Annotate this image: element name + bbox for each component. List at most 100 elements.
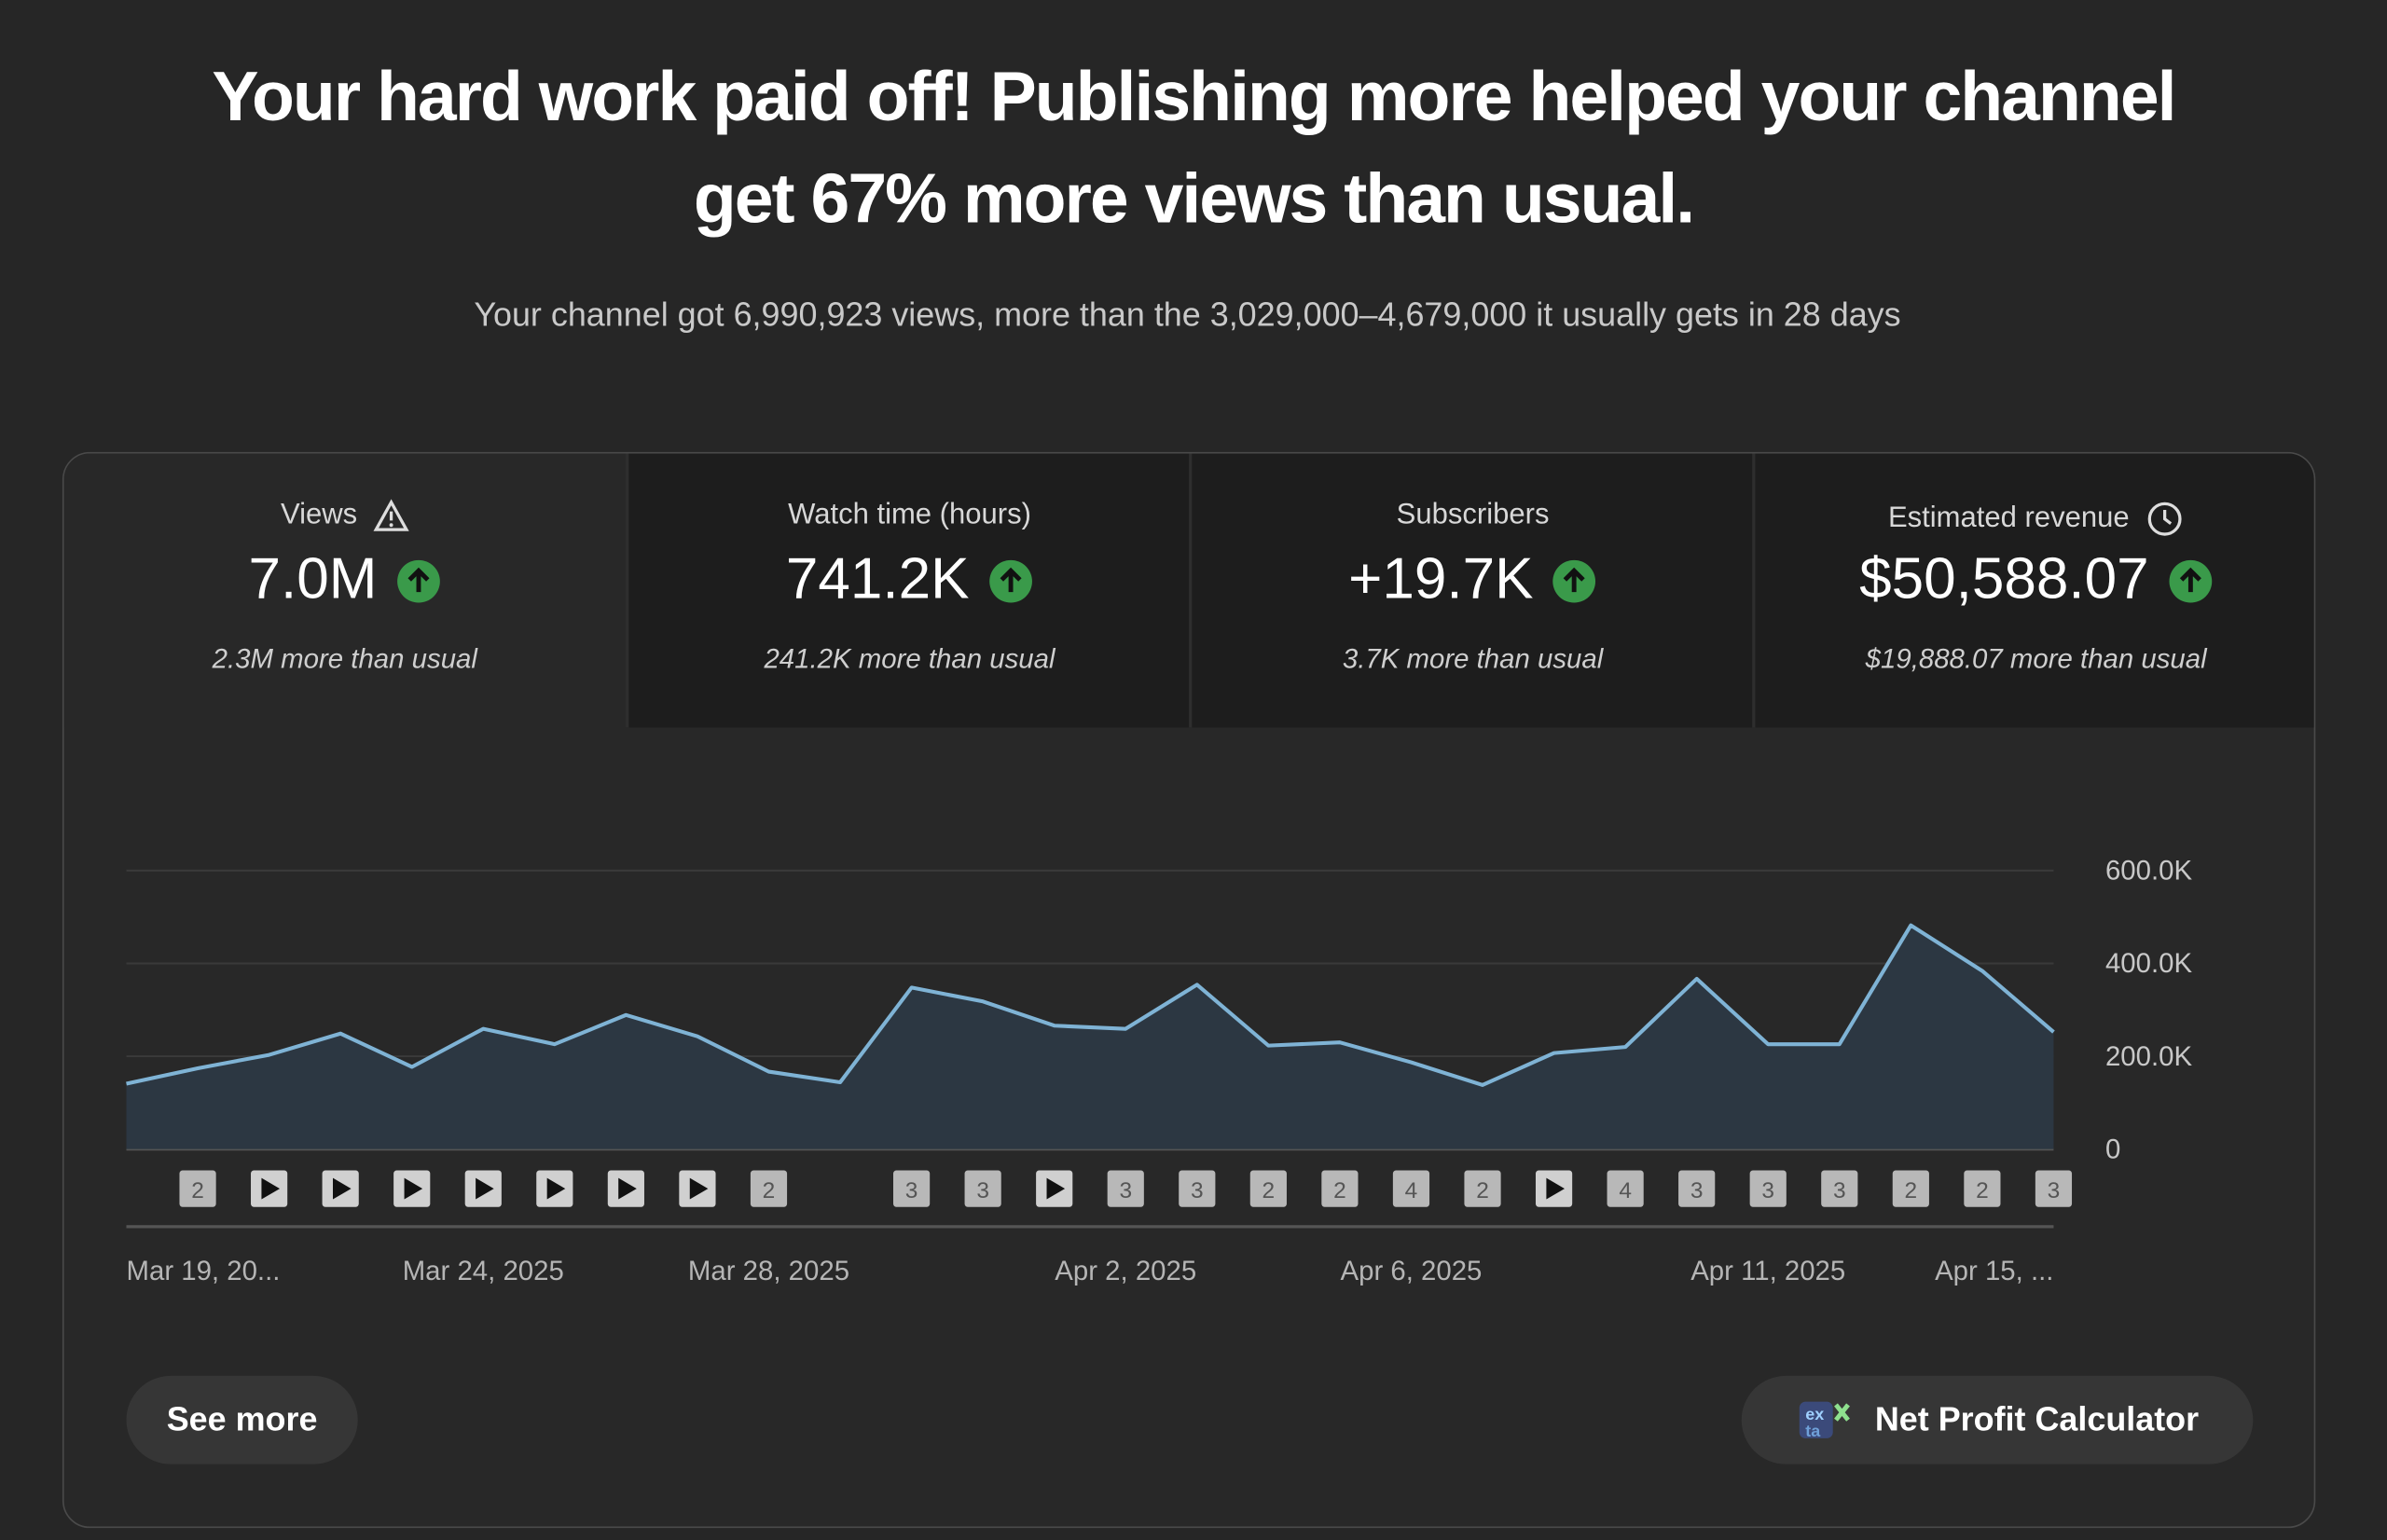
upload-count: 2 — [1905, 1178, 1918, 1203]
metric-label-row: Subscribers — [1192, 500, 1753, 533]
play-icon — [618, 1177, 637, 1200]
see-more-button[interactable]: See more — [126, 1375, 358, 1464]
metric-value-row: 741.2K — [628, 548, 1190, 613]
metric-label: Subscribers — [1396, 499, 1550, 531]
upload-marker — [1892, 1170, 1929, 1207]
upload-count: 4 — [1619, 1178, 1632, 1203]
y-tick-label: 200.0K — [2105, 1041, 2193, 1072]
metric-tab[interactable]: Subscribers +19.7K 3.7K more than usual — [1189, 453, 1754, 728]
x-tick-label: Apr 15, ... — [1935, 1256, 2053, 1286]
y-tick-label: 400.0K — [2105, 948, 2193, 979]
metric-label: Watch time (hours) — [788, 499, 1031, 531]
upload-marker — [1749, 1170, 1787, 1207]
upload-marker — [1107, 1170, 1144, 1207]
calculator-button[interactable]: ex ta Net Profit Calculator — [1741, 1375, 2254, 1464]
metric-value-row: $50,588.07 — [1755, 547, 2313, 613]
play-icon — [404, 1177, 423, 1200]
x-tick-label: Apr 11, 2025 — [1690, 1256, 1845, 1286]
clock-icon — [2147, 502, 2182, 536]
upload-marker — [1964, 1170, 2001, 1207]
up-icon — [988, 558, 1032, 602]
metric-tab[interactable]: Estimated revenue $50,588.07 $19,888.07 … — [1752, 453, 2314, 728]
upload-marker — [1678, 1170, 1716, 1207]
metric-comparison: 241.2K more than usual — [764, 643, 1056, 675]
play-icon — [689, 1177, 709, 1200]
metric-tab[interactable]: Views 7.0M 2.3M more than usual — [63, 453, 627, 728]
y-tick-label: 600.0K — [2105, 856, 2193, 887]
play-icon — [546, 1177, 566, 1200]
upload-count: 3 — [1833, 1178, 1846, 1203]
summary: Your channel got 6,990,923 views, more t… — [474, 295, 1901, 334]
metric-label: Views — [280, 499, 358, 531]
metric-comparison: 2.3M more than usual — [212, 643, 477, 675]
metric-value-row: 7.0M — [64, 548, 626, 613]
upload-count: 3 — [1690, 1178, 1704, 1203]
upload-marker — [893, 1170, 931, 1207]
button-label: Net Profit Calculator — [1874, 1400, 2200, 1438]
upload-marker — [1821, 1170, 1858, 1207]
play-icon — [261, 1177, 281, 1200]
upload-count: 2 — [1333, 1178, 1346, 1203]
upload-count: 3 — [1761, 1178, 1774, 1203]
upload-marker — [750, 1170, 788, 1207]
x-tick-label: Mar 19, 20... — [127, 1256, 281, 1286]
upload-marker — [1249, 1170, 1287, 1207]
warning-icon — [372, 499, 409, 531]
upload-count: 3 — [2048, 1178, 2061, 1203]
upload-marker — [1607, 1170, 1644, 1207]
metrics-card: Views 7.0M 2.3M more than usual Watch ti… — [62, 451, 2316, 1529]
up-icon — [1552, 558, 1596, 602]
upload-marker — [1392, 1170, 1430, 1207]
metric-value: $50,588.07 — [1859, 547, 2149, 612]
svg-text:ta: ta — [1805, 1422, 1821, 1440]
upload-count: 2 — [1262, 1178, 1276, 1203]
upload-marker — [179, 1170, 216, 1207]
upload-count: 3 — [976, 1178, 989, 1203]
metric-label-row: Estimated revenue — [1755, 500, 2313, 539]
upload-count: 2 — [1976, 1178, 1989, 1203]
upload-marker — [1464, 1170, 1501, 1207]
upload-count: 3 — [905, 1178, 918, 1203]
icon-arrow — [1000, 566, 1022, 592]
upload-marker — [964, 1170, 1001, 1207]
upload-marker — [1321, 1170, 1359, 1207]
metric-label-row: Views — [64, 499, 626, 533]
upload-count: 4 — [1405, 1178, 1418, 1203]
icon-arrow — [2179, 566, 2201, 592]
x-tick-label: Apr 2, 2025 — [1055, 1256, 1196, 1286]
x-tick-label: Apr 6, 2025 — [1341, 1256, 1483, 1286]
metric-label-row: Watch time (hours) — [628, 500, 1190, 533]
metric-tab[interactable]: Watch time (hours) 741.2K 241.2K more th… — [626, 453, 1191, 728]
metric-label: Estimated revenue — [1887, 502, 2130, 535]
button-label: See more — [166, 1400, 318, 1438]
metric-value: 7.0M — [248, 547, 378, 612]
metric-value-row: +19.7K — [1192, 548, 1753, 613]
play-icon — [333, 1177, 352, 1200]
play-icon — [1546, 1177, 1566, 1200]
metric-comparison: 3.7K more than usual — [1342, 643, 1604, 675]
y-tick-label: 0 — [2105, 1134, 2120, 1164]
metric-value: 741.2K — [785, 547, 970, 612]
upload-marker — [1179, 1170, 1216, 1207]
x-tick-label: Mar 24, 2025 — [403, 1256, 564, 1286]
svg-text:ex: ex — [1805, 1405, 1824, 1423]
headline: Your hard work paid off! Publishing more… — [212, 56, 2176, 238]
up-icon — [2168, 558, 2212, 602]
area-line — [126, 923, 2055, 1087]
metric-comparison: $19,888.07 more than usual — [1865, 643, 2207, 675]
up-icon — [396, 558, 440, 602]
metric-value: +19.7K — [1348, 547, 1534, 612]
upload-count: 2 — [1476, 1178, 1489, 1203]
x-tick-label: Mar 28, 2025 — [688, 1256, 849, 1286]
upload-count: 2 — [763, 1178, 776, 1203]
play-icon — [476, 1177, 494, 1200]
area-fill — [126, 925, 2054, 1149]
upload-count: 3 — [1119, 1178, 1132, 1203]
upload-count: 3 — [1191, 1178, 1204, 1203]
play-icon — [1046, 1177, 1066, 1200]
icon-arrow — [1564, 566, 1586, 592]
upload-marker — [2035, 1170, 2073, 1207]
